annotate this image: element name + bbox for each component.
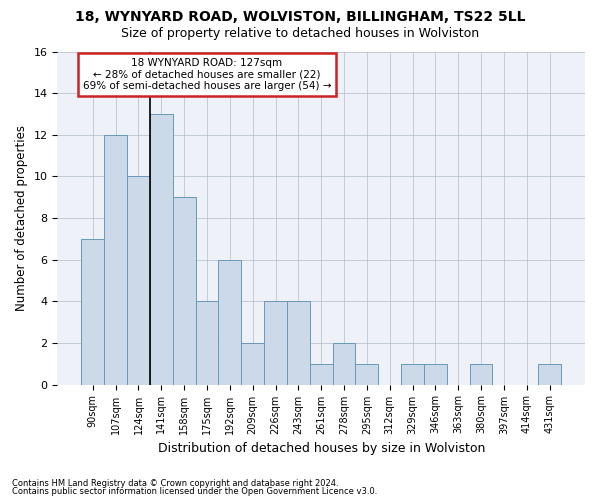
Bar: [332, 343, 355, 384]
Text: Contains HM Land Registry data © Crown copyright and database right 2024.: Contains HM Land Registry data © Crown c…: [12, 478, 338, 488]
Bar: [104, 135, 127, 384]
X-axis label: Distribution of detached houses by size in Wolviston: Distribution of detached houses by size …: [158, 442, 485, 455]
Text: 18, WYNYARD ROAD, WOLVISTON, BILLINGHAM, TS22 5LL: 18, WYNYARD ROAD, WOLVISTON, BILLINGHAM,…: [75, 10, 525, 24]
Text: Size of property relative to detached houses in Wolviston: Size of property relative to detached ho…: [121, 28, 479, 40]
Bar: [218, 260, 241, 384]
Bar: [82, 239, 104, 384]
Bar: [196, 302, 218, 384]
Bar: [173, 197, 196, 384]
Bar: [470, 364, 493, 384]
Bar: [241, 343, 264, 384]
Bar: [355, 364, 379, 384]
Y-axis label: Number of detached properties: Number of detached properties: [15, 125, 28, 311]
Bar: [150, 114, 173, 384]
Bar: [310, 364, 332, 384]
Bar: [538, 364, 561, 384]
Bar: [401, 364, 424, 384]
Bar: [264, 302, 287, 384]
Text: Contains public sector information licensed under the Open Government Licence v3: Contains public sector information licen…: [12, 487, 377, 496]
Bar: [424, 364, 447, 384]
Bar: [287, 302, 310, 384]
Bar: [127, 176, 150, 384]
Text: 18 WYNYARD ROAD: 127sqm
← 28% of detached houses are smaller (22)
69% of semi-de: 18 WYNYARD ROAD: 127sqm ← 28% of detache…: [83, 58, 331, 91]
